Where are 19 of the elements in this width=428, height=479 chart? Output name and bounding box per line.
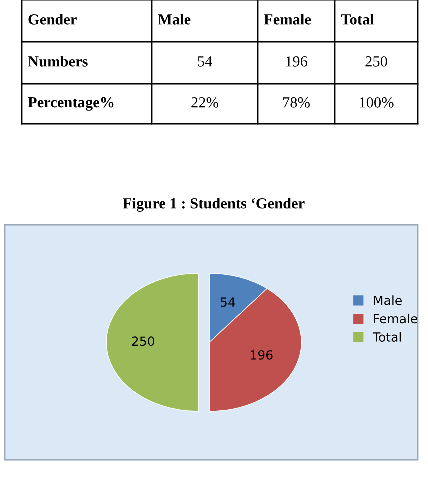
text: 22% [192,98,218,108]
data-label: 54 [220,298,236,308]
text: 54 [198,56,212,67]
legend-label: Male [374,296,402,306]
text: Gender [28,14,77,25]
text: 196 [286,56,308,67]
legend-label: Total [372,332,402,342]
text: Total [341,14,374,25]
chart-title: Figure 1 : Students ‘Gender [123,198,305,212]
legend-label: Female [374,314,418,324]
text: 250 [366,56,388,67]
text: 100% [360,98,394,108]
text: Male [158,14,191,25]
text: Female [264,14,312,25]
data-label: 250 [132,336,154,346]
text: 78% [284,98,310,108]
text: Percentage% [28,97,114,111]
data-label: 196 [251,350,273,360]
text: Numbers [28,56,88,67]
